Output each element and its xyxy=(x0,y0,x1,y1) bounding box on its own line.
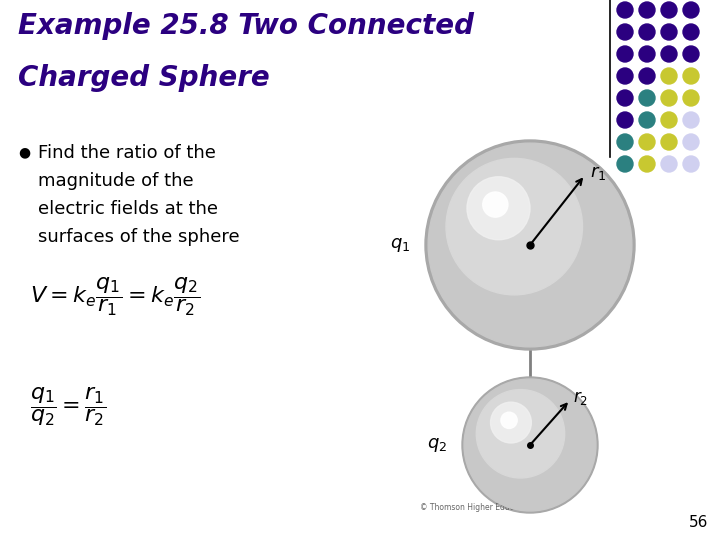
Circle shape xyxy=(467,177,530,240)
Circle shape xyxy=(425,140,635,350)
Text: $q_2$: $q_2$ xyxy=(427,436,447,454)
Text: ●: ● xyxy=(18,145,30,159)
Text: surfaces of the sphere: surfaces of the sphere xyxy=(38,228,240,246)
Circle shape xyxy=(490,402,531,443)
Circle shape xyxy=(482,192,508,217)
Circle shape xyxy=(464,379,596,511)
Circle shape xyxy=(683,156,699,172)
Circle shape xyxy=(617,156,633,172)
Circle shape xyxy=(639,68,655,84)
Text: $r_2$: $r_2$ xyxy=(573,389,588,407)
Circle shape xyxy=(617,46,633,62)
Circle shape xyxy=(428,143,632,347)
Circle shape xyxy=(617,90,633,106)
Circle shape xyxy=(462,377,598,513)
Text: $r_1$: $r_1$ xyxy=(590,164,606,182)
Circle shape xyxy=(683,24,699,40)
Circle shape xyxy=(661,68,677,84)
Circle shape xyxy=(446,158,582,295)
Circle shape xyxy=(617,134,633,150)
Text: © Thomson Higher Education: © Thomson Higher Education xyxy=(420,503,534,512)
Circle shape xyxy=(683,134,699,150)
Circle shape xyxy=(683,2,699,18)
Circle shape xyxy=(661,156,677,172)
Circle shape xyxy=(639,46,655,62)
Circle shape xyxy=(639,156,655,172)
Circle shape xyxy=(617,112,633,128)
Circle shape xyxy=(661,46,677,62)
Text: $V = k_e \dfrac{q_1}{r_1} = k_e \dfrac{q_2}{r_2}$: $V = k_e \dfrac{q_1}{r_1} = k_e \dfrac{q… xyxy=(30,275,200,318)
Circle shape xyxy=(661,24,677,40)
Text: Example 25.8 Two Connected: Example 25.8 Two Connected xyxy=(18,12,474,40)
Circle shape xyxy=(501,412,517,428)
Circle shape xyxy=(639,2,655,18)
Circle shape xyxy=(661,2,677,18)
Circle shape xyxy=(639,134,655,150)
Text: Charged Sphere: Charged Sphere xyxy=(18,64,270,92)
Circle shape xyxy=(639,24,655,40)
Circle shape xyxy=(661,90,677,106)
Circle shape xyxy=(617,24,633,40)
Circle shape xyxy=(683,90,699,106)
Circle shape xyxy=(639,112,655,128)
Circle shape xyxy=(617,68,633,84)
Text: $q_1$: $q_1$ xyxy=(390,236,410,254)
Circle shape xyxy=(683,46,699,62)
Circle shape xyxy=(477,389,564,478)
Text: magnitude of the: magnitude of the xyxy=(38,172,194,190)
Circle shape xyxy=(617,2,633,18)
Text: $\dfrac{q_1}{q_2} = \dfrac{r_1}{r_2}$: $\dfrac{q_1}{q_2} = \dfrac{r_1}{r_2}$ xyxy=(30,385,107,428)
Circle shape xyxy=(683,112,699,128)
Circle shape xyxy=(639,90,655,106)
Text: electric fields at the: electric fields at the xyxy=(38,200,218,218)
Circle shape xyxy=(683,68,699,84)
Circle shape xyxy=(661,112,677,128)
Circle shape xyxy=(661,134,677,150)
Text: Find the ratio of the: Find the ratio of the xyxy=(38,144,216,162)
Text: 56: 56 xyxy=(688,515,708,530)
